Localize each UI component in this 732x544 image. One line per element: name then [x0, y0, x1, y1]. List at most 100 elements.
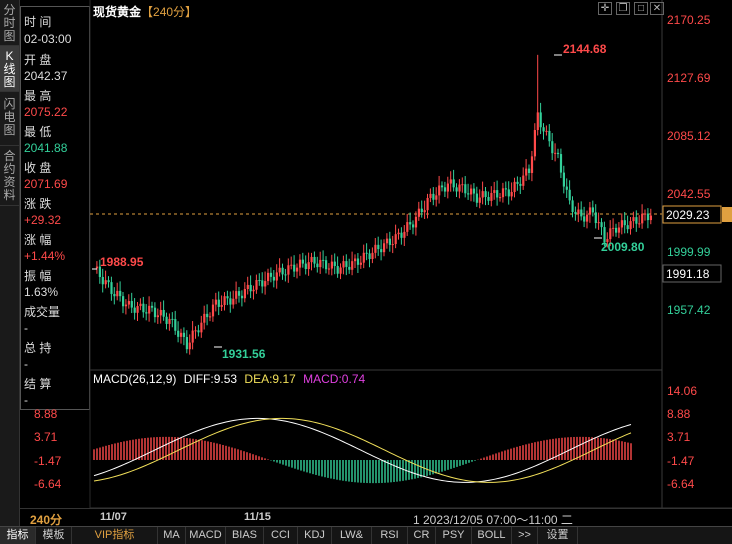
vertical-view-tabs: 分 时 图 K 线 图 闪 电 图 合 约 资 料 [0, 0, 20, 526]
candle-body [319, 259, 322, 268]
chart-canvas[interactable]: 1988.95 1931.56 2144.68 2009.80 2170.25 … [0, 0, 732, 526]
tab-boll[interactable]: BOLL [472, 527, 512, 544]
tab-rsi[interactable]: RSI [372, 527, 408, 544]
current-price-label: 2029.23 [666, 208, 710, 222]
candle-body [269, 272, 273, 277]
price-tick: 2170.25 [667, 13, 711, 27]
candle-body [284, 274, 287, 276]
candle-body [383, 243, 386, 253]
tab-indicators[interactable]: 指标 [0, 527, 36, 544]
candle-body [499, 197, 502, 199]
tab-ma[interactable]: MA [158, 527, 186, 544]
candle-body [481, 191, 484, 198]
tab-cci[interactable]: CCI [264, 527, 298, 544]
tab-timeshare[interactable]: 分 时 图 [0, 0, 19, 46]
price-alert-handle[interactable] [722, 207, 732, 222]
crosshair-icon[interactable]: ✛ [598, 2, 612, 15]
macd-left-tick: 8.88 [34, 407, 58, 421]
candle-body [127, 301, 130, 305]
candle-body [229, 298, 232, 305]
candle-body [249, 284, 252, 292]
candle-body [287, 265, 290, 275]
close-icon[interactable]: ✕ [650, 2, 664, 15]
maximize-icon[interactable]: □ [634, 2, 648, 15]
candle-body [635, 217, 638, 224]
candle-body [623, 220, 626, 226]
candle-body [209, 316, 212, 318]
window-restore-icon[interactable]: ❐ [616, 2, 630, 15]
tab-macd[interactable]: MACD [186, 527, 226, 544]
macd-histogram [93, 436, 632, 484]
candle-body [513, 181, 516, 192]
tab-cr[interactable]: CR [408, 527, 436, 544]
candle-body [641, 213, 644, 224]
close-label: 收 盘 [24, 161, 52, 175]
tab-more[interactable]: >> [512, 527, 538, 544]
candle-body [501, 188, 505, 198]
candle-body [362, 252, 365, 263]
candle-body [464, 184, 467, 194]
candle-body [142, 303, 145, 313]
macd-indicator-name[interactable]: MACD(26,12,9) [93, 372, 177, 386]
candle-body [162, 309, 165, 317]
candle-body [255, 280, 258, 290]
candle-body [238, 291, 241, 296]
candle-body [603, 227, 606, 243]
candle-body [441, 185, 444, 188]
candle-body [296, 267, 299, 272]
settle-label: 结 算 [24, 377, 52, 391]
candle-body [568, 189, 571, 201]
tab-kdj[interactable]: KDJ [298, 527, 332, 544]
candle-body [226, 296, 229, 299]
high-price-annotation: 2144.68 [563, 42, 607, 56]
candle-body [330, 261, 333, 269]
candle-body [124, 304, 128, 307]
candle-body [391, 244, 394, 246]
candle-body [455, 187, 458, 192]
tab-templates[interactable]: 模板 [36, 527, 72, 544]
candle-body [180, 332, 183, 337]
candle-body [359, 262, 362, 265]
candle-body [438, 185, 441, 196]
candle-body [504, 188, 507, 190]
instrument-name: 现货黄金 [93, 5, 142, 19]
candle-body [301, 259, 304, 264]
tab-contract-info[interactable]: 合 约 资 料 [0, 146, 19, 206]
tab-bias[interactable]: BIAS [226, 527, 264, 544]
tab-timeshare-label: 分 时 图 [3, 3, 16, 43]
tab-flash[interactable]: 闪 电 图 [0, 92, 19, 146]
candle-body [487, 197, 490, 201]
candle-body [139, 303, 142, 307]
candle-body [571, 200, 574, 212]
candle-body [565, 186, 568, 190]
candle-body [165, 316, 168, 324]
candle-body [182, 332, 186, 338]
candle-body [342, 261, 345, 268]
indicator-tab-bar: 指标 模板 VIP指标 MA MACD BIAS CCI KDJ LW& RSI… [0, 526, 732, 544]
amplitude-value: 1.63% [24, 285, 59, 299]
candle-body [116, 290, 119, 297]
candle-body [298, 259, 302, 268]
open-interest-value: - [24, 357, 28, 371]
candle-body [562, 172, 565, 187]
tab-lw[interactable]: LW& [332, 527, 372, 544]
low-label: 最 低 [24, 125, 52, 139]
candle-body [281, 267, 284, 275]
candle-body [153, 307, 157, 318]
candle-body [591, 207, 594, 213]
tab-settings[interactable]: 设置 [538, 527, 578, 544]
settle-value: - [24, 393, 28, 407]
timeframe-label: 【240分】 [141, 5, 198, 19]
candle-body [606, 239, 609, 243]
candle-body [554, 152, 557, 154]
tab-kline[interactable]: K 线 图 [0, 46, 19, 92]
tab-vip-indicators[interactable]: VIP指标 [72, 527, 158, 544]
candle-body [490, 192, 493, 201]
low-price-annotation: 1931.56 [222, 347, 266, 361]
period-selector[interactable]: 240分 [30, 513, 63, 527]
candle-body [336, 266, 339, 274]
candle-body [136, 306, 139, 313]
candle-body [617, 227, 621, 233]
tab-psy[interactable]: PSY [436, 527, 472, 544]
volume-label: 成交量 [24, 305, 61, 319]
